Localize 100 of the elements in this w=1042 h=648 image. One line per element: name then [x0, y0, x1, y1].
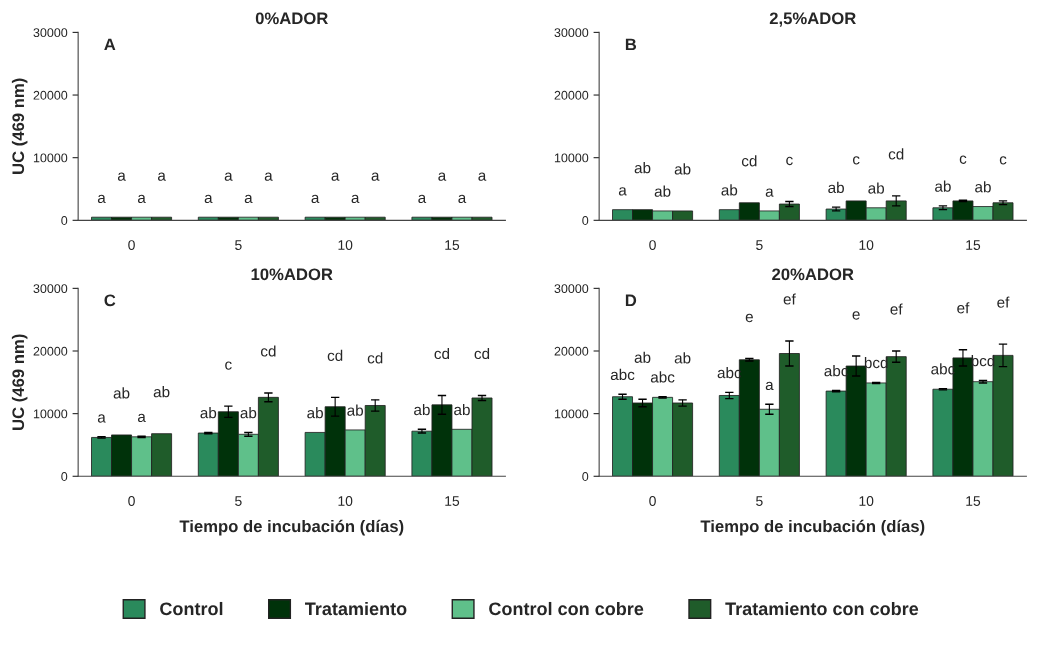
data-label: a — [264, 172, 273, 181]
data-label: a — [371, 172, 380, 181]
x-tick-label: 10 — [338, 496, 353, 506]
x-tick-label: 10 — [859, 240, 874, 250]
x-tick-label: 0 — [649, 240, 656, 250]
data-label: ab — [414, 403, 430, 416]
annotation: C — [104, 294, 116, 307]
x-tick-label: 0 — [128, 496, 135, 506]
x-tick-label: 5 — [235, 496, 242, 506]
y-tick-label: 0 — [61, 472, 68, 481]
data-label: a — [97, 414, 106, 423]
data-label: c — [999, 156, 1007, 165]
data-label: ab — [868, 182, 885, 194]
x-tick-label: 5 — [756, 240, 763, 250]
data-label: ab — [828, 181, 844, 194]
x-tick-label: 0 — [649, 496, 656, 506]
x-tick-label: 15 — [445, 240, 460, 250]
data-label: a — [137, 413, 146, 423]
data-label: cd — [474, 347, 490, 360]
data-label: c — [225, 361, 232, 370]
data-label: e — [852, 311, 860, 320]
data-label: ef — [783, 293, 796, 305]
y-tick-label: 10000 — [554, 409, 589, 419]
y-tick-label: 30000 — [33, 28, 68, 38]
x-axis-title: Tiempo de incubación (días) — [700, 519, 925, 536]
data-label: ab — [153, 386, 170, 398]
data-label: a — [438, 172, 447, 181]
x-tick-label: 15 — [966, 240, 981, 250]
data-label: c — [959, 155, 967, 164]
x-tick-label: 5 — [235, 240, 242, 250]
data-label: ef — [997, 296, 1010, 308]
chart-title: 0%ADOR — [255, 12, 328, 25]
y-tick-label: 20000 — [33, 346, 68, 356]
data-label: c — [786, 156, 793, 166]
x-tick-label: 15 — [966, 496, 981, 506]
x-tick-label: 5 — [756, 496, 763, 506]
data-label: a — [351, 194, 360, 204]
data-label: ab — [634, 162, 651, 174]
y-tick-label: 20000 — [33, 90, 68, 100]
y-axis-title: UC (469 nm) — [11, 78, 28, 174]
data-label: ab — [654, 185, 671, 197]
data-label: cd — [367, 352, 383, 364]
data-label: ab — [240, 407, 257, 419]
data-label: cd — [327, 349, 343, 361]
y-tick-label: 10000 — [33, 409, 68, 419]
data-label: a — [97, 194, 106, 204]
data-label: cd — [888, 148, 904, 160]
y-tick-label: 0 — [582, 216, 589, 225]
data-label: a — [224, 172, 233, 181]
legend-label: Tratamiento con cobre — [725, 601, 919, 616]
data-label: ef — [890, 303, 903, 315]
chart-title: 20%ADOR — [772, 268, 854, 281]
data-label: ab — [454, 403, 470, 416]
annotation: A — [104, 38, 116, 51]
data-label: a — [765, 188, 774, 197]
data-label: a — [765, 381, 774, 391]
data-label: ab — [634, 351, 651, 363]
data-label: a — [458, 194, 467, 204]
data-label: cd — [260, 345, 276, 357]
data-label: abc — [650, 371, 675, 383]
legend-label: Control con cobre — [489, 601, 644, 616]
y-tick-label: 20000 — [554, 346, 589, 356]
y-tick-label: 30000 — [554, 284, 589, 294]
x-tick-label: 10 — [859, 496, 874, 506]
data-label: a — [311, 194, 320, 204]
x-tick-label: 10 — [338, 240, 353, 250]
data-label: cd — [741, 155, 757, 167]
x-axis-title: Tiempo de incubación (días) — [179, 519, 404, 536]
data-label: ab — [347, 404, 364, 416]
data-label: ab — [721, 184, 738, 196]
data-label: ef — [957, 302, 970, 314]
data-label: ab — [674, 352, 691, 364]
data-label: a — [331, 172, 340, 181]
y-axis-title: UC (469 nm) — [11, 334, 28, 430]
data-label: ab — [674, 163, 691, 175]
data-label: c — [852, 156, 860, 165]
chart-title: 10%ADOR — [251, 268, 333, 281]
data-label: a — [244, 194, 253, 204]
data-label: e — [745, 313, 753, 323]
data-label: ab — [200, 407, 217, 419]
data-label: cd — [434, 347, 450, 360]
data-label: ab — [113, 387, 130, 399]
data-label: a — [137, 194, 146, 204]
data-label: a — [157, 172, 166, 181]
data-label: a — [117, 172, 126, 181]
y-tick-label: 0 — [582, 472, 589, 481]
data-label: ab — [935, 180, 951, 192]
x-tick-label: 15 — [445, 496, 460, 506]
data-label: ab — [975, 181, 991, 193]
x-tick-label: 0 — [128, 240, 135, 250]
legend-label: Tratamiento — [305, 601, 407, 616]
y-tick-label: 10000 — [554, 153, 589, 163]
legend-label: Control — [160, 601, 223, 616]
data-label: a — [204, 194, 213, 204]
y-tick-label: 30000 — [33, 284, 68, 294]
chart-title: 2,5%ADOR — [769, 12, 856, 27]
annotation: B — [625, 38, 637, 51]
annotation: D — [625, 294, 637, 307]
data-label: a — [478, 172, 487, 181]
y-tick-label: 30000 — [554, 28, 589, 38]
